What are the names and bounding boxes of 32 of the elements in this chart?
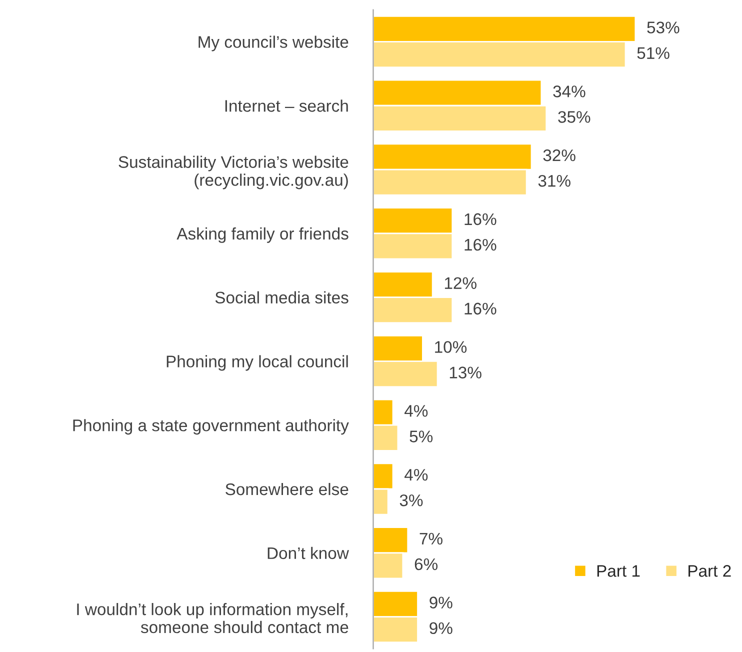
data-label: 9%: [430, 622, 452, 634]
data-label: 4%: [404, 405, 428, 417]
y-tick-label: Sustainability Victoria’s website (recycling.vic.gov.au): [118, 156, 348, 190]
y-tick-label: Phoning my local council: [166, 355, 348, 371]
y-tick-label: Internet – search: [225, 100, 348, 112]
data-label: 10%: [435, 341, 467, 353]
data-label: 31%: [538, 174, 570, 187]
data-label: 16%: [464, 213, 496, 226]
data-label: 9%: [430, 596, 452, 608]
data-label: 51%: [637, 47, 670, 59]
data-label: 5%: [410, 430, 433, 442]
data-label: 3%: [400, 494, 423, 506]
data-label: 53%: [647, 22, 680, 34]
data-label: 35%: [558, 111, 590, 123]
data-label: 34%: [553, 86, 586, 98]
legend-label: Part 1: [597, 565, 640, 577]
data-label: 32%: [543, 149, 576, 162]
data-label: 16%: [464, 302, 496, 315]
data-label: 13%: [450, 366, 482, 378]
data-label: 16%: [464, 238, 496, 251]
y-tick-label: I wouldn’t look up information myself, someone should contact me: [77, 602, 348, 634]
y-tick-label: Asking family or friends: [176, 227, 348, 243]
data-label: 7%: [420, 532, 442, 545]
data-label: 4%: [404, 468, 428, 481]
y-tick-label: Somewhere else: [226, 482, 348, 496]
legend-label: Part 2: [688, 565, 731, 577]
y-tick-label: My council’s website: [198, 36, 348, 52]
data-label: 6%: [414, 558, 438, 570]
y-tick-label: Social media sites: [215, 291, 348, 304]
y-tick-label: Don’t know: [268, 546, 349, 560]
data-label: 12%: [444, 277, 476, 289]
y-tick-label: Phoning a state government authority: [73, 419, 349, 435]
